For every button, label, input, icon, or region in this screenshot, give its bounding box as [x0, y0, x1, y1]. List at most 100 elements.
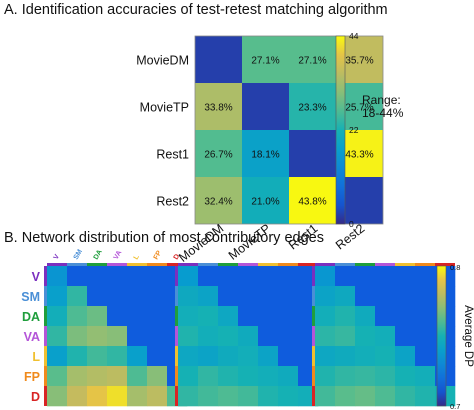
matrix-cell: [178, 286, 199, 307]
network-color-strip: [198, 263, 218, 266]
matrix-cell: [67, 366, 88, 387]
matrix-cell: [238, 286, 259, 307]
matrix-cell: [355, 346, 376, 367]
matrix-cell: [67, 306, 88, 327]
matrix-cell: [47, 266, 68, 287]
heatmap-cell: [195, 83, 242, 130]
matrix-cell: [415, 286, 436, 307]
matrix-cell: [47, 346, 68, 367]
matrix-cell: [198, 286, 219, 307]
matrix-cell: [238, 366, 259, 387]
heatmap-cell: [289, 177, 336, 224]
colorbar-label: Average DP: [462, 305, 474, 367]
matrix-cell: [415, 326, 436, 347]
network-color-strip: [175, 386, 178, 406]
row-label: Rest1: [156, 148, 189, 162]
network-row-label: D: [31, 390, 40, 404]
matrix-cell: [107, 286, 128, 307]
matrix-cell: [178, 266, 199, 287]
network-color-strip: [315, 263, 335, 266]
matrix-cell: [395, 266, 416, 287]
network-color-strip: [44, 306, 47, 326]
network-matrix: MovieDM-MovieTP: [175, 263, 319, 407]
cell-value-label: 26.7%: [204, 150, 232, 161]
colorbar-tick-label: 0.7: [450, 402, 460, 410]
matrix-cell: [67, 266, 88, 287]
network-color-strip: [147, 263, 167, 266]
matrix-cell: [375, 326, 396, 347]
matrix-cell: [415, 346, 436, 367]
heatmap-cell: [289, 36, 336, 83]
matrix-cell: [178, 386, 199, 407]
matrix-cell: [258, 366, 279, 387]
panel-b-title: B. Network distribution of most contribu…: [4, 230, 324, 246]
panel-a-title: A. Identification accuracies of test-ret…: [4, 2, 388, 18]
colorbar-a: [335, 35, 346, 225]
network-color-strip: [175, 306, 178, 326]
matrix-cell: [107, 266, 128, 287]
matrix-cell: [87, 286, 108, 307]
matrix-cell: [218, 266, 239, 287]
heatmap-cell: [289, 83, 336, 130]
matrix-cell: [375, 306, 396, 327]
matrix-cell: [198, 386, 219, 407]
network-matrix: Rest1-Rest2: [44, 263, 188, 407]
matrix-cell: [127, 266, 148, 287]
matrix-cell: [395, 366, 416, 387]
matrix-cell: [375, 266, 396, 287]
matrix-cell: [67, 326, 88, 347]
network-color-strip: [312, 326, 315, 346]
matrix-cell: [47, 286, 68, 307]
matrix-cell: [107, 306, 128, 327]
column-label: MovieTP: [226, 221, 273, 262]
matrix-cell: [278, 346, 299, 367]
matrix-cell: [258, 286, 279, 307]
matrix-cell: [238, 326, 259, 347]
heatmap-cell: [289, 130, 336, 177]
matrix-cell: [315, 286, 336, 307]
matrix-cell: [147, 326, 168, 347]
cell-value-label: 43.8%: [298, 197, 326, 208]
matrix-cell: [335, 386, 356, 407]
matrix-cell: [147, 366, 168, 387]
row-label: MovieDM: [136, 54, 189, 68]
network-color-strip: [218, 263, 238, 266]
matrix-cell: [238, 346, 259, 367]
heatmap-cell: [242, 83, 289, 130]
heatmap-cell: [195, 36, 242, 83]
network-color-strip: [312, 346, 315, 366]
network-color-strip: [312, 266, 315, 286]
matrix-cell: [218, 366, 239, 387]
cell-value-label: 33.8%: [204, 103, 232, 114]
network-color-strip: [175, 346, 178, 366]
heatmap-cell: [242, 177, 289, 224]
matrix-cell: [87, 306, 108, 327]
matrix-cell: [315, 326, 336, 347]
matrix-cell: [127, 366, 148, 387]
matrix-cell: [107, 366, 128, 387]
colorbar-tick-label: 44: [349, 31, 359, 41]
matrix-cell: [395, 346, 416, 367]
matrix-cell: [178, 306, 199, 327]
cell-value-label: 18.1%: [251, 150, 279, 161]
column-label: MovieDM: [176, 221, 226, 265]
network-color-strip: [175, 266, 178, 286]
network-color-strip: [67, 263, 87, 266]
network-row-label: VA: [24, 330, 40, 344]
matrix-cell: [278, 326, 299, 347]
matrix-cell: [315, 386, 336, 407]
matrix-cell: [107, 326, 128, 347]
colorbar-tick-label: 0.8: [450, 263, 460, 272]
cell-value-label: 27.1%: [251, 56, 279, 67]
matrix-cell: [415, 266, 436, 287]
matrix-cell: [147, 386, 168, 407]
matrix-cell: [395, 286, 416, 307]
matrix-cell: [198, 266, 219, 287]
matrix-cell: [87, 366, 108, 387]
cell-value-label: 43.3%: [345, 150, 373, 161]
matrix-cell: [278, 286, 299, 307]
matrix-cell: [335, 286, 356, 307]
matrix-cell: [87, 386, 108, 407]
matrix-cell: [67, 386, 88, 407]
matrix-cell: [67, 286, 88, 307]
